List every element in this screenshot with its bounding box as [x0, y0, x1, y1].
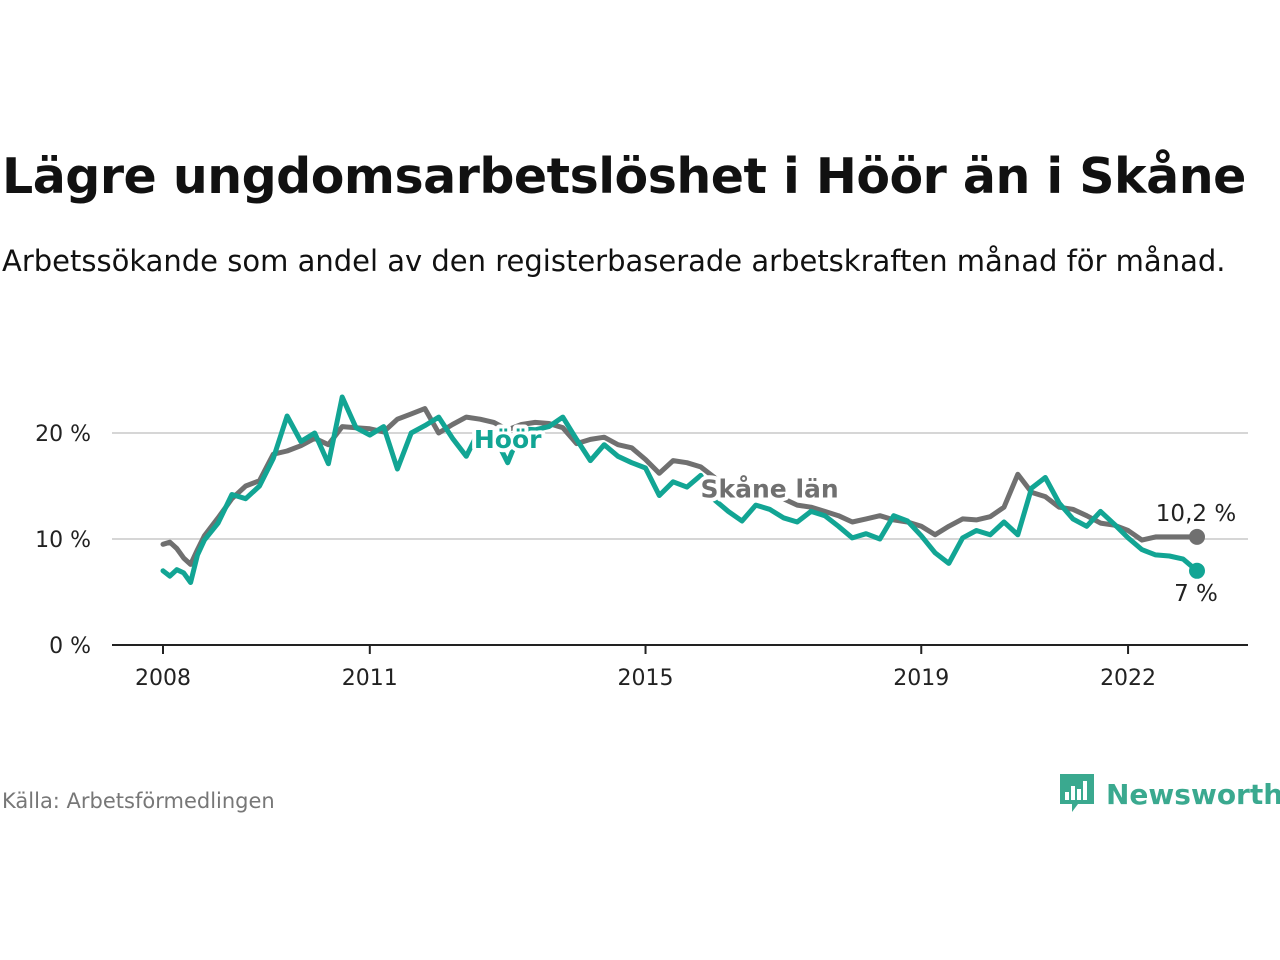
end-value-label-skåne-län: 10,2 %	[1156, 501, 1236, 527]
x-tick-label: 2008	[135, 666, 191, 691]
chart-subtitle: Arbetssökande som andel av den registerb…	[2, 244, 1226, 278]
series-lines	[160, 394, 1205, 585]
series-line-skåne-län	[160, 406, 1200, 567]
series-line-höör	[160, 394, 1200, 585]
end-point-höör	[1189, 562, 1205, 579]
series-label-höör: Höör	[474, 425, 542, 454]
y-tick-label: 0 %	[49, 634, 91, 659]
y-tick-label: 20 %	[35, 422, 91, 447]
end-value-label-höör: 7 %	[1174, 581, 1218, 607]
source-note: Källa: Arbetsförmedlingen	[2, 789, 275, 813]
chart-title: Lägre ungdomsarbetslöshet i Höör än i Sk…	[2, 148, 1246, 205]
bar-chart-logo-icon	[1060, 774, 1094, 812]
x-tick-label: 2011	[342, 666, 398, 691]
series-label-halo: Skåne län	[701, 475, 839, 504]
gridlines	[112, 432, 1248, 540]
series-label-skåne-län: Skåne län	[701, 475, 839, 504]
brand-name: Newsworthy	[1106, 777, 1280, 811]
series-label-halo: Höör	[474, 425, 542, 454]
y-tick-label: 10 %	[35, 528, 91, 553]
x-tick-label: 2019	[893, 666, 949, 691]
y-axis-ticks: 0 % 10 % 20 %	[35, 422, 91, 659]
x-tick-label: 2015	[618, 666, 674, 691]
line-chart: 0 % 10 % 20 % 2008 2011 2015 2019 2022 Skåne l…	[35, 394, 1248, 691]
brand-logo[interactable]: Newsworthy	[1058, 772, 1280, 816]
x-axis-ticks: 2008 2011 2015 2019 2022	[135, 645, 1156, 691]
end-point-skåne-län	[1189, 528, 1205, 545]
x-tick-label: 2022	[1100, 666, 1156, 691]
